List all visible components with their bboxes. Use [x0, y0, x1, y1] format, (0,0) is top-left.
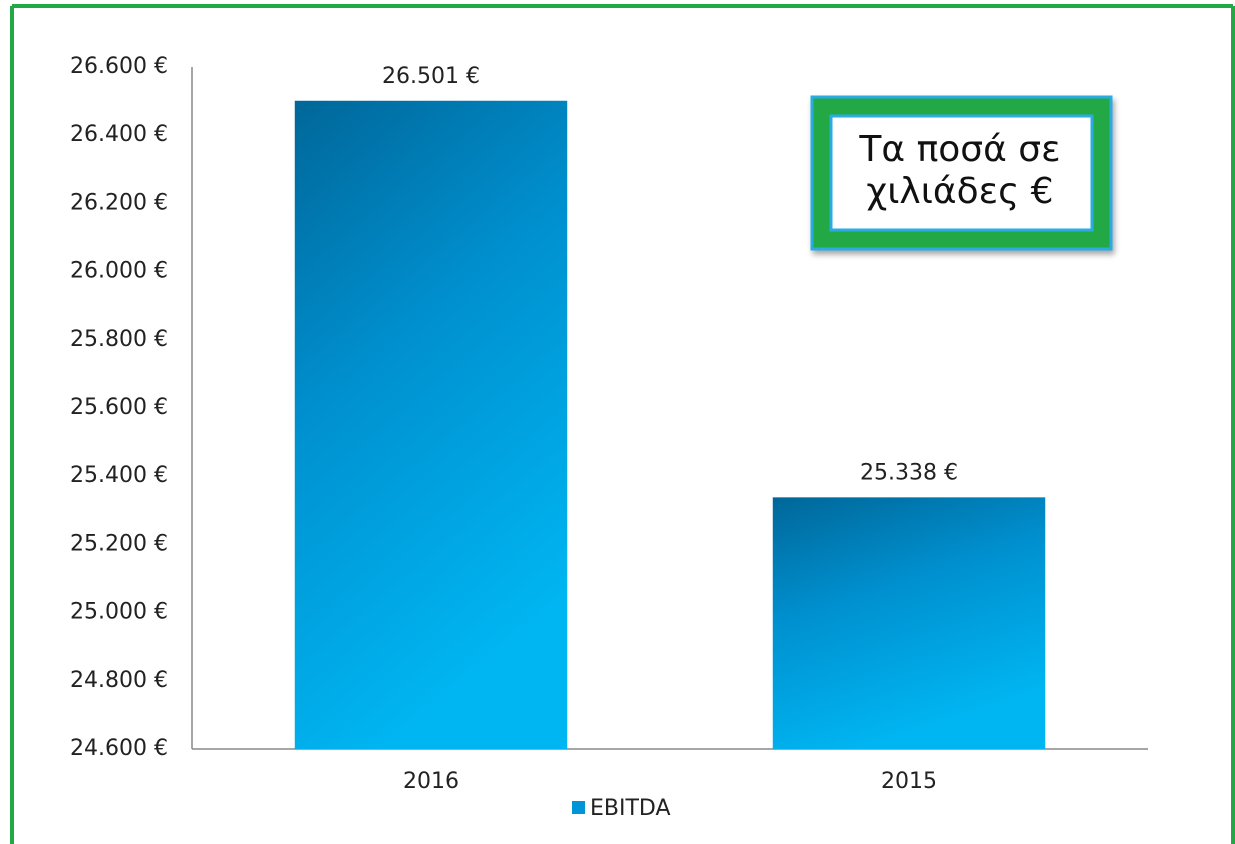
bar	[294, 100, 568, 749]
annotation-box	[810, 95, 1113, 251]
y-tick-label: 24.600 €	[70, 736, 168, 761]
y-tick-label: 26.400 €	[70, 122, 168, 147]
y-tick-label: 25.000 €	[70, 600, 168, 625]
annotation-line: Τα ποσά σε	[858, 129, 1060, 170]
annotation-line: χιλιάδες €	[866, 171, 1053, 212]
x-tick-label: 2016	[403, 769, 459, 794]
legend-label: EBITDA	[590, 796, 671, 821]
y-tick-label: 25.600 €	[70, 395, 168, 420]
y-tick-label: 25.200 €	[70, 531, 168, 556]
legend-swatch	[572, 801, 585, 814]
x-tick-label: 2015	[881, 769, 937, 794]
value-label: 25.338 €	[860, 460, 958, 485]
y-tick-label: 26.200 €	[70, 190, 168, 215]
value-label: 26.501 €	[382, 64, 480, 89]
page-frame	[10, 4, 1235, 844]
y-tick-label: 25.400 €	[70, 463, 168, 488]
y-tick-label: 24.800 €	[70, 668, 168, 693]
bar	[772, 497, 1046, 749]
y-tick-label: 26.600 €	[70, 54, 168, 79]
y-tick-label: 25.800 €	[70, 327, 168, 352]
y-tick-label: 26.000 €	[70, 259, 168, 284]
